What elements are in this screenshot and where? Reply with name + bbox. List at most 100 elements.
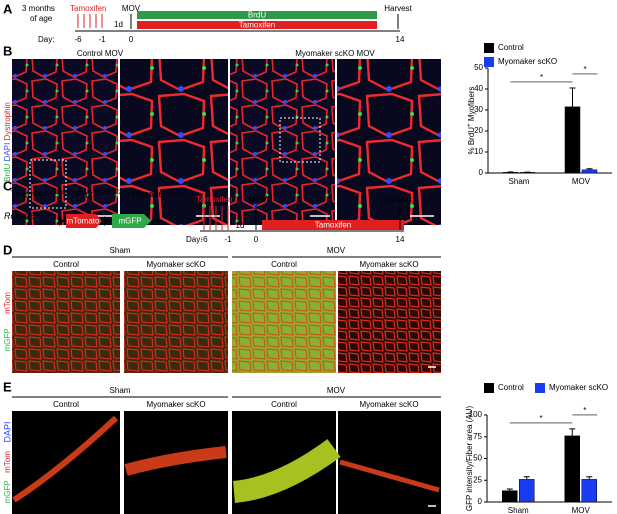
y-tick-label: 75 <box>473 432 482 441</box>
zoom-box <box>29 159 67 209</box>
brdu-bar <box>137 11 377 19</box>
cassette <box>66 214 102 228</box>
error-bar <box>586 476 593 480</box>
stain: DAPI <box>2 421 12 442</box>
fiber <box>12 415 119 503</box>
micrograph <box>338 411 441 514</box>
stain: mTom <box>3 292 12 314</box>
y-tick-label: 50 <box>474 63 483 72</box>
harvest-label: Harvest <box>384 195 412 204</box>
day: -6 <box>200 235 208 244</box>
fiber <box>124 446 227 476</box>
column-label: Myomaker scKO <box>146 260 205 269</box>
cassette-label: mGFP <box>118 217 141 226</box>
cassette-label: mTomato <box>67 217 100 226</box>
legend-label: Myomaker scKO <box>549 383 608 392</box>
harvest-label: Harvest <box>384 4 412 13</box>
gene: Pax7 <box>77 189 99 199</box>
y-label-part: % BrdU <box>467 127 476 155</box>
group-label: Sham <box>110 246 131 255</box>
y-tick-label: 10 <box>474 147 483 156</box>
day: 0 <box>254 235 259 244</box>
bar <box>519 479 535 503</box>
interval: 1d <box>114 20 123 29</box>
error-bar <box>569 87 576 107</box>
allele: LacZ/loxP <box>45 190 72 196</box>
stain: mGFP <box>3 328 12 351</box>
bar <box>581 169 598 174</box>
bar <box>564 435 580 503</box>
allele: mTmG <box>35 212 54 218</box>
zoom-box <box>279 117 321 163</box>
separator: ; <box>72 189 77 199</box>
stain-label: BrdU DAPI Dystrophin <box>3 102 12 182</box>
y-tick-label: 40 <box>474 84 483 93</box>
day: -6 <box>74 35 82 44</box>
fiber <box>339 459 440 493</box>
error-bar <box>523 476 530 480</box>
x-tick-label: Sham <box>508 506 529 514</box>
construct: Rosa26mTmG <box>4 211 54 221</box>
bar <box>502 172 519 174</box>
gene: Rosa26 <box>132 189 163 199</box>
gene: Tmem8c <box>10 189 46 199</box>
micrograph <box>230 59 335 225</box>
day: 14 <box>396 35 405 44</box>
tamoxifen-text: Tamoxifen <box>315 221 351 230</box>
y-tick-label: 100 <box>469 410 483 419</box>
interval: 1d <box>236 221 245 230</box>
y-tick-label: 50 <box>473 454 482 463</box>
group-label: MOV <box>327 246 346 255</box>
column-label: Myomaker scKO <box>146 400 205 409</box>
legend-swatch <box>484 57 494 67</box>
column-label: Control <box>271 400 297 409</box>
y-axis-label: % BrdU+ Myofibers <box>467 87 477 155</box>
significance-star: * <box>540 73 543 82</box>
column-label: Control <box>53 400 79 409</box>
tamoxifen-label: Tamoxifen <box>196 195 232 204</box>
age-text: of age <box>30 14 53 23</box>
column-label: Control <box>271 260 297 269</box>
significance-star: * <box>583 406 586 415</box>
day: 14 <box>396 235 405 244</box>
stain: DAPI <box>3 143 12 162</box>
stain: mTom <box>3 451 12 473</box>
mov-label: MOV <box>249 195 268 204</box>
column-label: Myomaker scKO <box>359 400 418 409</box>
panel-label: D <box>3 242 12 257</box>
micrograph <box>337 59 441 225</box>
stain: BrdU <box>3 163 12 181</box>
tamoxifen-text: Tamoxifen <box>239 21 275 30</box>
allele: CreERT2/+ <box>97 190 128 196</box>
tamoxifen-bar <box>137 21 377 29</box>
micrograph <box>12 271 120 373</box>
legend-label: Myomaker scKO <box>498 57 557 66</box>
separator: ; <box>127 189 132 199</box>
error-bar <box>586 168 593 170</box>
y-tick-label: 20 <box>474 126 483 135</box>
significance-star: * <box>583 65 586 74</box>
y-label-part: + <box>467 123 473 127</box>
micrograph <box>124 271 228 373</box>
cassette <box>112 214 151 228</box>
y-axis-label: GFP intensity/Fiber area (AU) <box>465 406 474 512</box>
y-tick-label: 25 <box>473 475 482 484</box>
tamoxifen-label: Tamoxifen <box>70 4 106 13</box>
y-tick-label: 30 <box>474 105 483 114</box>
image-title: Control MOV <box>77 49 124 58</box>
legend-swatch <box>484 383 494 393</box>
stain: Dystrophin <box>3 102 12 140</box>
group-label: Sham <box>110 386 131 395</box>
brdu-text: BrdU <box>248 11 266 20</box>
group-label: MOV <box>327 386 346 395</box>
mov-label: MOV <box>122 4 141 13</box>
day: -1 <box>224 235 232 244</box>
panel-label: C <box>3 178 13 193</box>
y-label-part: Myofibers <box>467 87 476 124</box>
panel-label: A <box>3 1 13 16</box>
image-title: Myomaker scKO MOV <box>295 49 375 58</box>
legend-swatch <box>484 43 494 53</box>
day: -1 <box>98 35 106 44</box>
legend-label: Control <box>498 43 524 52</box>
